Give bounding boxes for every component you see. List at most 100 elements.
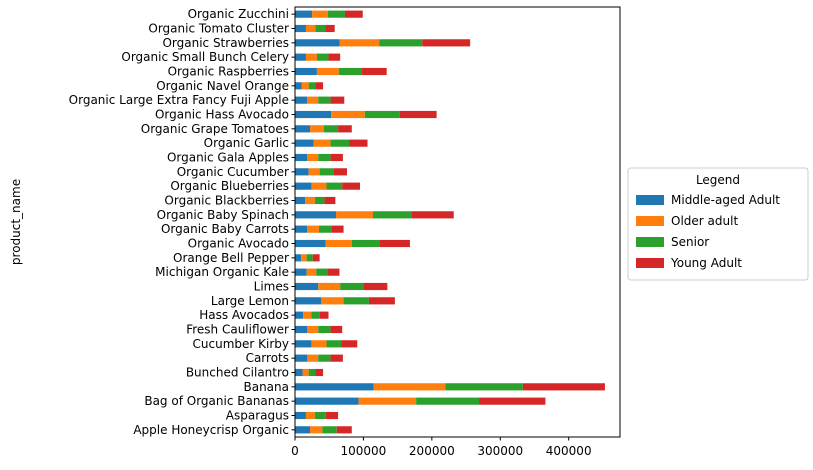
y-tick-label: Organic Small Bunch Celery — [121, 50, 289, 64]
x-tick-label: 100000 — [341, 444, 387, 458]
bar-segment — [323, 125, 339, 133]
y-tick-label: Organic Strawberries — [162, 36, 289, 50]
y-tick-label: Organic Raspberries — [168, 65, 289, 79]
bar-segment — [307, 354, 319, 362]
bar-segment — [331, 225, 344, 233]
y-tick-label: Hass Avocados — [199, 308, 289, 322]
bar-segment — [330, 354, 343, 362]
bar-segment — [295, 125, 311, 133]
x-tick-label: 400000 — [546, 444, 592, 458]
bar-segment — [305, 196, 315, 205]
bar-segment — [295, 10, 313, 18]
bar-segment — [325, 239, 352, 248]
y-tick-label: Michigan Organic Kale — [155, 265, 289, 279]
bar-segment — [416, 397, 480, 405]
bar-segment — [522, 383, 605, 391]
bar-segment — [324, 196, 336, 205]
bar-segment — [295, 397, 359, 405]
bar-segment — [303, 311, 312, 319]
bar-segment — [326, 340, 342, 348]
y-tick-label: Organic Baby Carrots — [161, 222, 289, 236]
y-tick-label: Organic Blueberries — [170, 179, 289, 193]
bar-segment — [327, 10, 345, 18]
bar-segment — [344, 10, 363, 18]
bar-segment — [311, 340, 327, 348]
bar-segment — [295, 325, 308, 334]
bar-segment — [307, 153, 319, 162]
bar-segment — [342, 182, 360, 190]
bar-segment — [330, 139, 350, 147]
bar-segment — [316, 53, 329, 61]
y-tick-label: Orange Bell Pepper — [173, 251, 289, 265]
bar-segment — [318, 225, 332, 233]
x-axis: 0 100000 200000 300000 400000 — [291, 437, 592, 458]
bar-segment — [319, 311, 329, 319]
y-tick-label: Organic Avocado — [188, 237, 289, 251]
bar-segment — [338, 125, 352, 133]
bar-segment — [349, 139, 368, 147]
legend-entry-label: Senior — [671, 235, 709, 249]
legend-entry-label: Older adult — [671, 214, 738, 228]
bar-segment — [312, 254, 320, 262]
y-tick-label: Organic Zucchini — [188, 7, 289, 21]
bar-segment — [336, 211, 373, 219]
bar-segment — [307, 96, 319, 104]
bar-segment — [341, 340, 358, 348]
bar-segment — [306, 268, 317, 276]
y-tick-label: Organic Gala Apples — [167, 151, 289, 165]
x-tick-label: 200000 — [409, 444, 455, 458]
bar-segment — [330, 153, 343, 162]
bar-segment — [295, 297, 321, 305]
x-tick-label: 300000 — [477, 444, 523, 458]
bar-segment — [295, 196, 306, 205]
bar-segment — [340, 282, 364, 291]
y-tick-label: Organic Grape Tomatoes — [141, 122, 289, 136]
bar-segment — [295, 426, 311, 434]
legend: Legend Middle-aged Adult Older adult Senio… — [627, 167, 809, 281]
bar-segment — [295, 139, 314, 147]
y-tick-label: Banana — [243, 380, 289, 394]
bar-segment — [322, 426, 337, 434]
bar-segment — [295, 311, 304, 319]
bar-segment — [295, 368, 303, 377]
bar-segment — [295, 67, 317, 76]
bar-segment — [318, 325, 331, 334]
bar-segment — [295, 53, 306, 61]
y-tick-label: Limes — [254, 280, 289, 294]
bar-segment — [295, 168, 309, 176]
bar-segment — [328, 53, 341, 61]
legend-box — [627, 167, 809, 281]
y-tick-label: Bag of Organic Bananas — [144, 394, 289, 408]
bar-segment — [305, 411, 315, 420]
legend-swatch — [636, 195, 664, 205]
bar-segment — [308, 168, 320, 176]
bar-segment — [302, 368, 309, 377]
bar-segment — [311, 182, 327, 190]
bar-segment — [316, 268, 328, 276]
y-tick-label: Organic Garlic — [204, 136, 289, 150]
bar-segment — [312, 10, 328, 18]
legend-title: Legend — [696, 173, 740, 187]
bar-segment — [326, 182, 343, 190]
bar-segment — [339, 39, 380, 47]
y-tick-label: Bunched Cilantro — [186, 366, 289, 380]
bar-segment — [315, 24, 326, 33]
bar-segment — [364, 110, 400, 119]
plot-area — [295, 10, 605, 434]
y-tick-label: Cucumber Kirby — [193, 337, 289, 351]
bar-segment — [368, 297, 395, 305]
bar-segment — [295, 110, 332, 119]
y-axis-label: product_name — [9, 179, 23, 265]
legend-swatch — [636, 258, 664, 268]
bar-segment — [295, 411, 306, 420]
bar-segment — [336, 426, 352, 434]
bar-segment — [314, 196, 325, 205]
bar-segment — [318, 96, 331, 104]
bar-segment — [399, 110, 437, 119]
bar-segment — [295, 82, 302, 90]
bar-segment — [327, 268, 340, 276]
bar-segment — [295, 24, 306, 33]
bar-segment — [295, 383, 374, 391]
y-tick-label: Apple Honeycrisp Organic — [133, 423, 289, 437]
bar-segment — [316, 67, 339, 76]
